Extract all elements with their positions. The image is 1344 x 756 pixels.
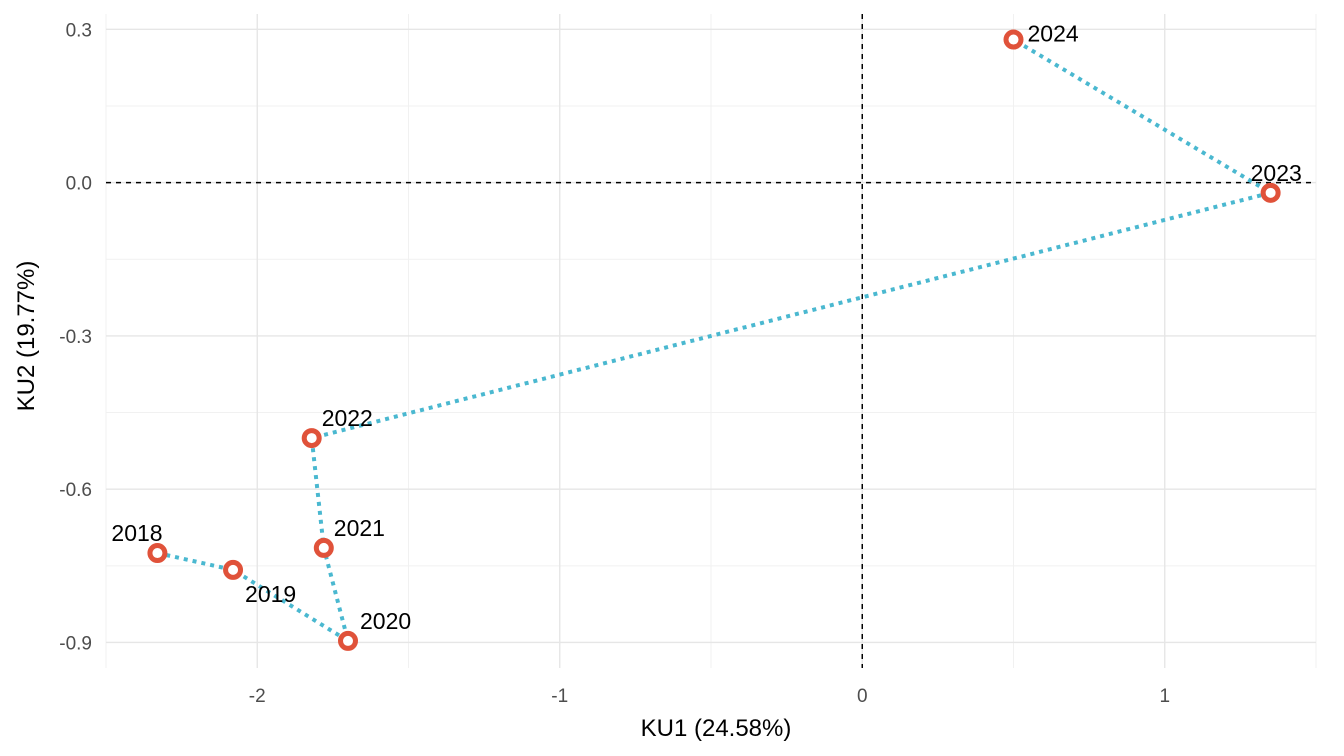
x-tick-label: 1 — [1159, 686, 1170, 707]
y-tick-label: -0.3 — [59, 327, 92, 348]
point-label: 2022 — [322, 405, 373, 431]
point-label: 2020 — [360, 608, 411, 634]
data-point — [313, 537, 334, 558]
tick-labels: -2 -1 0 1 0.3 0.0 -0.3 -0.6 -0.9 — [59, 20, 1170, 707]
y-axis-title: KU2 (19.77%) — [13, 261, 40, 412]
point-label: 2023 — [1251, 160, 1302, 186]
point-label: 2021 — [334, 515, 385, 541]
data-point — [223, 559, 244, 580]
y-tick-label: 0.3 — [66, 20, 92, 41]
x-tick-label: 0 — [857, 686, 868, 707]
data-points — [147, 29, 1281, 651]
x-axis-title: KU1 (24.58%) — [641, 715, 792, 742]
y-tick-label: -0.6 — [59, 480, 92, 501]
point-label: 2018 — [111, 520, 162, 546]
x-tick-label: -1 — [551, 686, 568, 707]
y-tick-label: 0.0 — [66, 174, 92, 195]
grid — [105, 14, 1317, 668]
reference-lines — [106, 14, 1316, 668]
data-point — [301, 428, 322, 449]
data-point — [338, 630, 358, 651]
point-labels: 2018 2019 2020 2021 2022 2023 2024 — [111, 21, 1301, 634]
y-tick-label: -0.9 — [59, 633, 92, 654]
data-point — [1003, 29, 1024, 50]
data-point — [1260, 182, 1281, 203]
point-label: 2024 — [1028, 21, 1079, 47]
data-point — [147, 543, 168, 564]
point-label: 2019 — [245, 581, 296, 607]
x-tick-label: -2 — [249, 686, 266, 707]
